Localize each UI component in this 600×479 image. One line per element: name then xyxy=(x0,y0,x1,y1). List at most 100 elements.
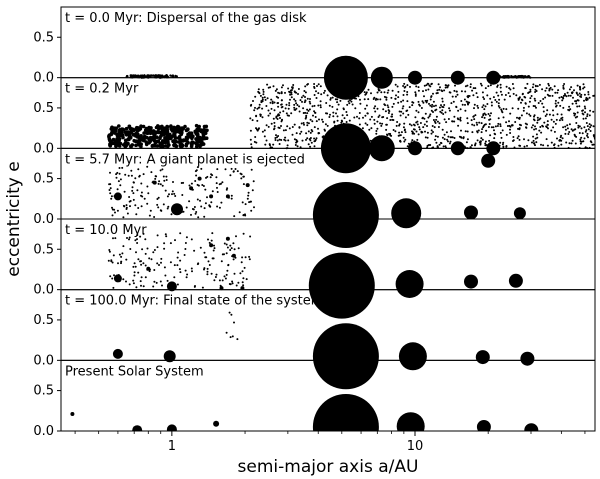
debris-point xyxy=(565,141,568,144)
debris-point xyxy=(210,272,213,275)
debris-point xyxy=(555,104,558,107)
debris-point xyxy=(518,96,521,99)
debris-point xyxy=(471,123,474,126)
debris-point xyxy=(582,140,585,143)
debris-point xyxy=(171,193,173,196)
debris-point xyxy=(418,128,421,131)
debris-point xyxy=(379,122,382,125)
debris-point xyxy=(459,108,462,111)
debris-point xyxy=(498,106,501,109)
debris-point xyxy=(300,96,303,99)
debris-point xyxy=(497,102,500,105)
debris-point xyxy=(582,113,585,116)
debris-point xyxy=(270,122,273,125)
debris-point xyxy=(437,83,440,86)
debris-point xyxy=(387,106,390,109)
planet-marker xyxy=(395,270,424,298)
debris-point xyxy=(308,108,311,111)
debris-point xyxy=(237,281,240,284)
debris-point xyxy=(241,256,244,259)
debris-point xyxy=(277,105,280,108)
debris-point xyxy=(484,105,487,108)
debris-point xyxy=(408,123,411,126)
debris-point xyxy=(141,248,144,251)
debris-point xyxy=(306,112,309,115)
debris-point xyxy=(553,85,556,88)
debris-point xyxy=(415,109,418,112)
debris-point xyxy=(397,96,400,99)
debris-point xyxy=(193,206,196,208)
debris-point xyxy=(390,134,393,137)
debris-point xyxy=(434,122,437,124)
debris-point xyxy=(157,196,160,199)
debris-point xyxy=(462,136,465,139)
debris-point xyxy=(111,277,114,280)
debris-point xyxy=(212,249,215,252)
planet-marker xyxy=(163,350,176,363)
debris-point xyxy=(154,177,157,180)
debris-point xyxy=(484,142,487,145)
debris-point xyxy=(180,128,184,133)
debris-point xyxy=(242,183,245,186)
debris-point xyxy=(343,117,346,120)
planet-marker xyxy=(171,203,183,216)
debris-point xyxy=(154,175,157,178)
debris-point xyxy=(127,137,131,141)
debris-point xyxy=(385,98,388,101)
debris-point xyxy=(542,98,545,100)
debris-point xyxy=(526,75,530,78)
debris-point xyxy=(310,141,313,144)
debris-point xyxy=(304,111,307,114)
debris-point xyxy=(131,189,134,192)
debris-point xyxy=(344,93,347,96)
debris-point xyxy=(561,137,564,140)
debris-point xyxy=(531,141,533,144)
debris-point xyxy=(493,137,496,140)
debris-point xyxy=(466,130,469,133)
debris-point xyxy=(574,128,577,131)
debris-point xyxy=(422,90,424,93)
debris-point xyxy=(110,125,114,130)
debris-point xyxy=(321,136,324,138)
debris-point xyxy=(258,103,261,106)
debris-point xyxy=(346,90,348,93)
debris-point xyxy=(120,262,122,265)
debris-point xyxy=(432,111,434,113)
debris-point xyxy=(354,107,357,110)
debris-point xyxy=(278,127,281,129)
debris-point xyxy=(585,129,588,132)
debris-point xyxy=(542,106,545,109)
debris-point xyxy=(288,114,290,117)
debris-point xyxy=(190,238,193,241)
debris-point xyxy=(317,92,320,95)
debris-point xyxy=(413,128,416,131)
debris-point xyxy=(143,197,146,200)
debris-point xyxy=(304,85,307,88)
debris-point xyxy=(493,132,496,135)
debris-point xyxy=(529,88,532,91)
debris-point xyxy=(464,103,466,106)
debris-point xyxy=(326,94,329,97)
debris-point xyxy=(257,88,260,91)
planet-marker xyxy=(225,194,230,199)
debris-point xyxy=(156,203,159,206)
debris-point xyxy=(231,335,234,338)
debris-point xyxy=(556,137,558,140)
debris-point xyxy=(586,113,589,116)
debris-point xyxy=(592,110,595,113)
debris-point xyxy=(129,131,134,135)
debris-point xyxy=(365,91,368,94)
planet-marker xyxy=(396,412,425,431)
debris-point xyxy=(534,85,537,88)
debris-point xyxy=(250,209,253,212)
debris-point xyxy=(233,215,236,218)
debris-point xyxy=(238,211,241,214)
debris-point xyxy=(269,112,272,115)
debris-point xyxy=(153,280,156,283)
debris-point xyxy=(193,249,196,252)
debris-point xyxy=(564,132,567,135)
debris-point xyxy=(218,206,221,209)
debris-point xyxy=(415,130,418,133)
debris-point xyxy=(229,336,232,339)
debris-point xyxy=(390,96,393,99)
